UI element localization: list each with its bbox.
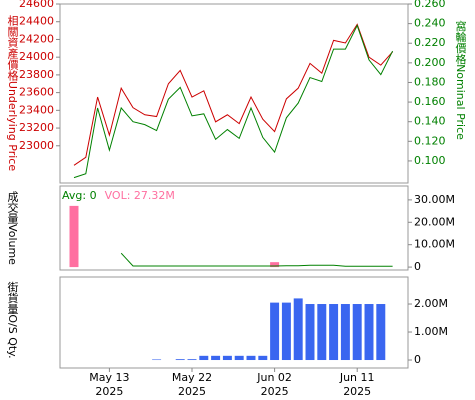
y-tick-label: 23800 bbox=[19, 68, 54, 81]
bar bbox=[258, 355, 268, 361]
bar bbox=[152, 359, 162, 361]
bar bbox=[234, 355, 244, 361]
plot-frame bbox=[59, 276, 409, 369]
x-tick-label: May 13 2025 bbox=[89, 371, 130, 398]
bar bbox=[175, 359, 185, 361]
y-tick-label: 0.240 bbox=[414, 17, 446, 30]
x-tick-label: Jun 11 2025 bbox=[339, 371, 375, 398]
bar bbox=[305, 304, 315, 361]
bar bbox=[364, 304, 374, 361]
y-tick-label: 0.160 bbox=[414, 95, 446, 108]
y-tick-label: 0 bbox=[414, 260, 421, 273]
bar bbox=[329, 304, 339, 361]
bar bbox=[376, 304, 386, 361]
y-tick-label: 0.120 bbox=[414, 134, 446, 147]
y-tick-label: 24400 bbox=[19, 15, 54, 28]
bar bbox=[340, 304, 350, 361]
y-tick-label: 20.00M bbox=[414, 215, 455, 228]
y-tick-label: 1.00M bbox=[414, 325, 448, 338]
legend-entry: Avg: 0 bbox=[62, 189, 97, 202]
y-tick-label: 10.00M bbox=[414, 238, 455, 251]
bar bbox=[199, 355, 209, 361]
bar bbox=[69, 205, 79, 268]
plot-frame bbox=[59, 3, 409, 184]
y-tick-label: 24000 bbox=[19, 50, 54, 63]
legend-entry: VOL: 27.32M bbox=[105, 189, 175, 202]
y-axis-label: 成交量Volume bbox=[6, 191, 19, 265]
y-tick-label: 24600 bbox=[19, 0, 54, 10]
y-tick-label: 0.200 bbox=[414, 56, 446, 69]
y-tick-label: 0.100 bbox=[414, 154, 446, 167]
y-tick-label: 24200 bbox=[19, 32, 54, 45]
y-tick-label: 23600 bbox=[19, 86, 54, 99]
x-tick-label: May 22 2025 bbox=[171, 371, 213, 398]
bar bbox=[222, 355, 232, 361]
bar bbox=[293, 298, 303, 361]
bar bbox=[352, 304, 362, 361]
y2-axis-label: 窩輪價格Nominal Price bbox=[454, 20, 467, 140]
y-axis-label: 街貨量O/S Qty. bbox=[6, 281, 19, 359]
data-line bbox=[120, 252, 393, 267]
y-tick-label: 0 bbox=[414, 353, 421, 366]
bar bbox=[246, 355, 256, 361]
y-tick-label: 0.260 bbox=[414, 0, 446, 10]
y-tick-label: 23000 bbox=[19, 139, 54, 152]
y-tick-label: 30.00M bbox=[414, 193, 455, 206]
y-tick-label: 2.00M bbox=[414, 297, 448, 310]
plot-frame bbox=[59, 185, 409, 271]
y-tick-label: 0.140 bbox=[414, 115, 446, 128]
y-tick-label: 23200 bbox=[19, 121, 54, 134]
y-tick-label: 0.180 bbox=[414, 75, 446, 88]
x-tick-label: Jun 02 2025 bbox=[257, 371, 292, 398]
y-tick-label: 23400 bbox=[19, 103, 54, 116]
data-line bbox=[73, 24, 394, 179]
data-line bbox=[73, 23, 393, 166]
y-axis-label: 相關資產價格Underlying Price bbox=[6, 14, 19, 172]
bar bbox=[187, 359, 197, 361]
y-tick-label: 0.220 bbox=[414, 36, 446, 49]
bar bbox=[270, 302, 280, 361]
bar bbox=[281, 302, 291, 361]
bar bbox=[270, 262, 280, 268]
bar bbox=[211, 355, 221, 361]
bar bbox=[317, 304, 327, 361]
